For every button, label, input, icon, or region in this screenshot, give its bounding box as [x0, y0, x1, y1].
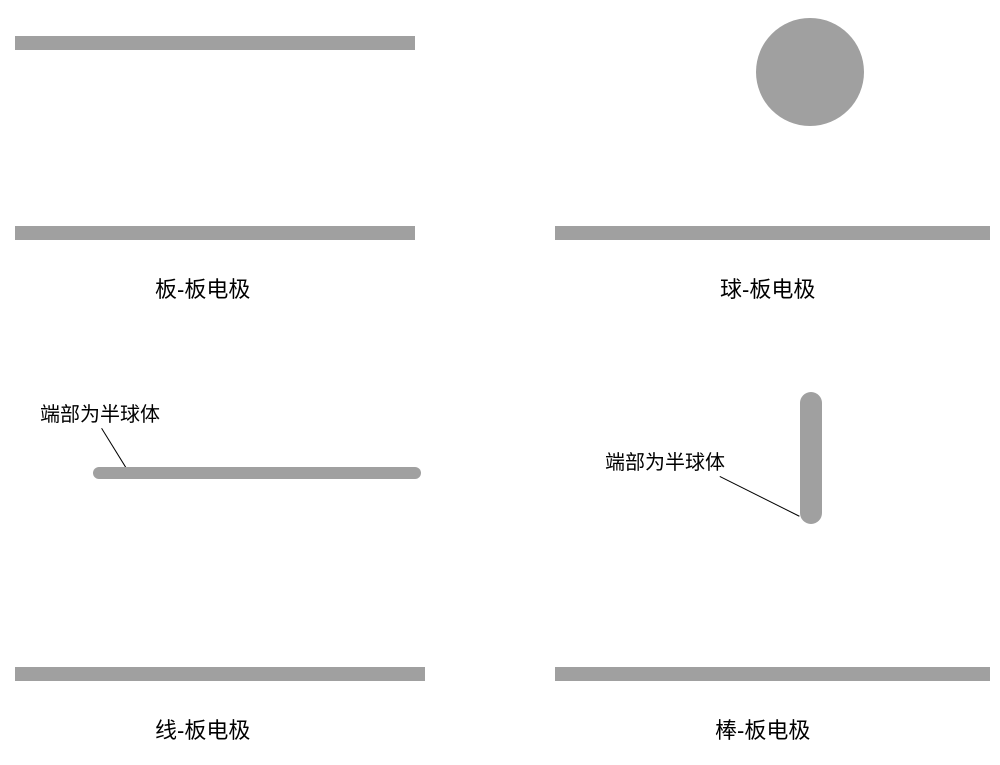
wire-plate-leader-line	[101, 428, 128, 471]
sphere-plate-sphere	[756, 18, 864, 126]
wire-plate-caption: 线-板电极	[155, 713, 250, 745]
plate-plate-top-plate	[15, 36, 415, 50]
plate-plate-caption: 板-板电极	[155, 272, 250, 304]
sphere-plate-caption: 球-板电极	[720, 272, 815, 304]
diagram-canvas: 板-板电极 球-板电极 端部为半球体 线-板电极 端部为半球体 棒-板电极	[0, 0, 1000, 765]
rod-plate-annotation: 端部为半球体	[605, 446, 725, 475]
plate-plate-bottom-plate	[15, 226, 415, 240]
wire-plate-wire	[93, 467, 421, 479]
wire-plate-bottom-plate	[15, 667, 425, 681]
rod-plate-leader-line	[720, 476, 800, 517]
rod-plate-rod	[800, 392, 822, 524]
rod-plate-caption: 棒-板电极	[715, 713, 810, 745]
wire-plate-annotation: 端部为半球体	[40, 398, 160, 427]
sphere-plate-bottom-plate	[555, 226, 990, 240]
rod-plate-bottom-plate	[555, 667, 990, 681]
